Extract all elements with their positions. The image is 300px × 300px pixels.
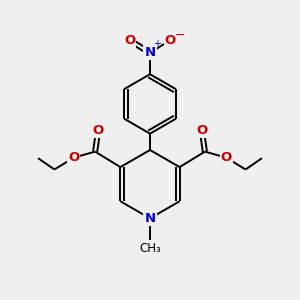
Text: N: N: [144, 212, 156, 225]
Text: CH₃: CH₃: [139, 242, 161, 255]
Text: O: O: [124, 34, 135, 47]
Text: −: −: [175, 28, 185, 41]
Text: O: O: [68, 151, 80, 164]
Text: O: O: [92, 124, 104, 137]
Text: O: O: [220, 151, 232, 164]
Text: N: N: [144, 46, 156, 59]
Text: +: +: [152, 39, 160, 49]
Text: O: O: [165, 34, 176, 47]
Text: O: O: [196, 124, 208, 137]
